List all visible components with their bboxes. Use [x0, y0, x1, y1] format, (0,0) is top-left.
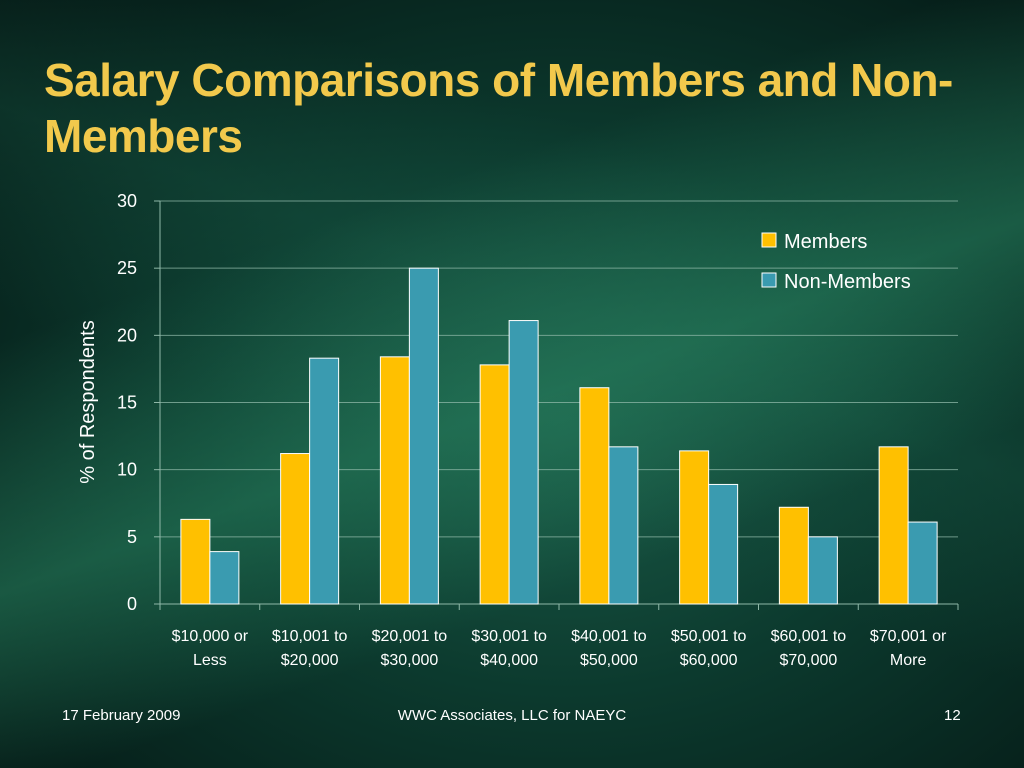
y-tick-label: 15 — [117, 393, 137, 413]
bar-members — [379, 356, 410, 605]
x-tick-label: $50,001 to — [671, 628, 747, 645]
y-tick-label: 10 — [117, 460, 137, 480]
footer-presenter: WWC Associates, LLC for NAEYC — [397, 707, 627, 724]
x-tick-label: $30,000 — [380, 652, 438, 669]
legend-label-non-members: Non-Members — [784, 271, 911, 293]
x-tick-label: $10,001 to — [272, 628, 348, 645]
x-tick-label: $70,001 or — [870, 628, 947, 645]
x-tick-label: $60,000 — [680, 652, 738, 669]
bar-non-members — [608, 446, 639, 605]
bar-members — [679, 450, 710, 605]
y-axis-label: % of Respondents — [77, 320, 99, 483]
bar-members — [579, 387, 610, 605]
bar-non-members — [807, 536, 838, 605]
x-tick-label: More — [890, 652, 927, 669]
legend-swatch-members — [761, 232, 777, 248]
x-tick-label: $40,000 — [480, 652, 538, 669]
x-tick-label: $20,001 to — [372, 628, 448, 645]
bar-members — [180, 518, 211, 605]
y-tick-label: 0 — [127, 594, 137, 614]
y-tick-label: 25 — [117, 258, 137, 278]
x-tick-label: $10,000 or — [172, 628, 249, 645]
footer-date: 17 February 2009 — [62, 707, 181, 724]
y-tick-label: 20 — [117, 325, 137, 345]
y-tick-label: 5 — [127, 527, 137, 547]
bar-non-members — [209, 551, 240, 605]
legend: Members Non-Members — [761, 231, 911, 293]
x-tick-label: $50,000 — [580, 652, 638, 669]
x-tick-label: $30,001 to — [471, 628, 547, 645]
bar-members — [479, 364, 510, 605]
tick-labels: 0 5 10 15 20 25 30 $10,000 or Less $10,001 to $20,… — [117, 191, 947, 669]
legend-label-members: Members — [784, 231, 867, 253]
x-tick-label: Less — [193, 652, 227, 669]
legend-swatch-non-members — [761, 272, 777, 288]
x-tick-label: $40,001 to — [571, 628, 647, 645]
bar-non-members — [907, 521, 938, 605]
bar-members — [878, 446, 909, 605]
bar-non-members — [508, 320, 539, 605]
bar-non-members — [408, 267, 439, 605]
bar-non-members — [309, 357, 340, 605]
bar-non-members — [708, 483, 739, 605]
y-tick-label: 30 — [117, 191, 137, 211]
page-number: 12 — [944, 707, 961, 724]
bar-members — [778, 506, 809, 605]
bars — [180, 267, 938, 605]
bar-members — [280, 453, 311, 605]
x-tick-label: $60,001 to — [771, 628, 847, 645]
slide-title: Salary Comparisons of Members and Non-Me… — [44, 54, 953, 162]
x-tick-label: $20,000 — [281, 652, 339, 669]
x-tick-label: $70,000 — [779, 652, 837, 669]
